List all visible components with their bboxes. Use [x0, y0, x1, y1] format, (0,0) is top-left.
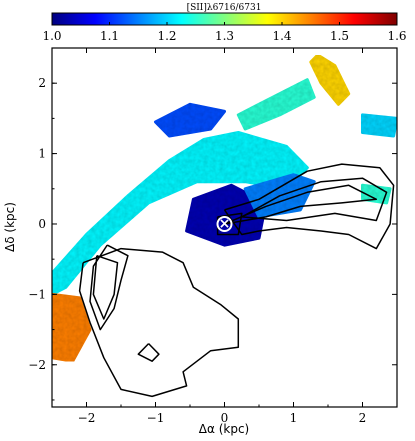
center-marker-group: ×	[216, 215, 233, 232]
region-far-north-streak	[309, 53, 351, 106]
colorbar-tick-label: 1.5	[330, 29, 349, 43]
colorbar-tick-label: 1.6	[387, 29, 406, 43]
region-upper-right-arc	[236, 78, 316, 131]
y-tick-label: 2	[38, 76, 46, 90]
colorbar-tick-label: 1.1	[100, 29, 119, 43]
x-tick-label: 0	[221, 411, 229, 425]
x-tick-label: 1	[290, 411, 298, 425]
region-north-blob	[154, 102, 226, 138]
colorbar-title: [SII]λ6716/6731	[187, 3, 262, 13]
y-axis-label: Δδ (kpc)	[3, 202, 17, 252]
y-tick-label: −1	[28, 287, 46, 301]
plot-area: × −2 −1 0 1 2 −2 −1 0 1 2	[28, 47, 398, 425]
contour-line	[216, 212, 243, 236]
y-tick-label: −2	[28, 358, 46, 372]
y-axis-ticks: −2 −1 0 1 2	[28, 47, 397, 401]
contour-line	[224, 184, 378, 225]
colorbar-tick-label: 1.2	[157, 29, 176, 43]
region-right-edge-patch	[361, 113, 397, 138]
colorbar-tick-label: 1.4	[272, 29, 291, 43]
colorbar-tick-label: 1.0	[42, 29, 61, 43]
x-tick-label: −1	[147, 411, 165, 425]
contour-lines	[78, 163, 395, 398]
center-marker: ×	[219, 216, 231, 232]
x-axis-label: Δα (kpc)	[199, 422, 249, 436]
contour-line	[223, 163, 395, 250]
x-tick-label: 2	[359, 411, 367, 425]
x-axis-ticks: −2 −1 0 1 2	[51, 48, 398, 425]
colorbar-ticks: 1.0 1.1 1.2 1.3 1.4 1.5 1.6	[42, 22, 407, 43]
center-ring	[216, 215, 233, 232]
contour-line	[78, 247, 240, 398]
contour-line	[137, 343, 160, 362]
contour-line	[92, 254, 119, 320]
region-lower-left-patch	[52, 292, 92, 363]
y-tick-label: 1	[38, 147, 46, 161]
y-tick-label: 0	[38, 217, 46, 231]
colorbar: [SII]λ6716/6731 1.0 1.1 1.2 1.3 1.4 1.5 1.6	[42, 3, 406, 43]
contour-line	[241, 177, 388, 222]
colorbar-tick-label: 1.3	[215, 29, 234, 43]
contour-line	[89, 244, 129, 331]
x-tick-label: −2	[78, 411, 96, 425]
